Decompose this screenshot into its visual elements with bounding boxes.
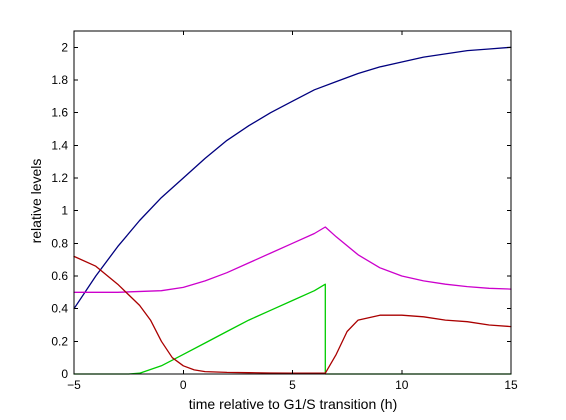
- x-tick-label: 10: [395, 378, 409, 392]
- y-tick-label: 0: [61, 367, 68, 381]
- y-tick-label: 1.2: [51, 171, 68, 185]
- y-tick-label: 2: [61, 40, 68, 54]
- x-tick-label: −5: [67, 378, 81, 392]
- y-tick-label: 1.8: [51, 73, 68, 87]
- x-tick-label: 15: [504, 378, 518, 392]
- x-tick-label: 0: [180, 378, 187, 392]
- y-tick-label: 1.4: [51, 138, 68, 152]
- y-tick-label: 0.2: [51, 334, 68, 348]
- series-line-1: [73, 46, 512, 310]
- y-tick-label: 0.6: [51, 269, 68, 283]
- series-line-4: [73, 255, 512, 374]
- series-line-2: [73, 226, 512, 293]
- x-tick-label: 5: [289, 378, 296, 392]
- y-tick-label: 0.4: [51, 302, 68, 316]
- y-tick-label: 1: [61, 204, 68, 218]
- y-tick-label: 0.8: [51, 236, 68, 250]
- y-tick-label: 1.6: [51, 106, 68, 120]
- x-axis-label: time relative to G1/S transition (h): [189, 396, 398, 412]
- y-axis-label: relative levels: [28, 159, 44, 244]
